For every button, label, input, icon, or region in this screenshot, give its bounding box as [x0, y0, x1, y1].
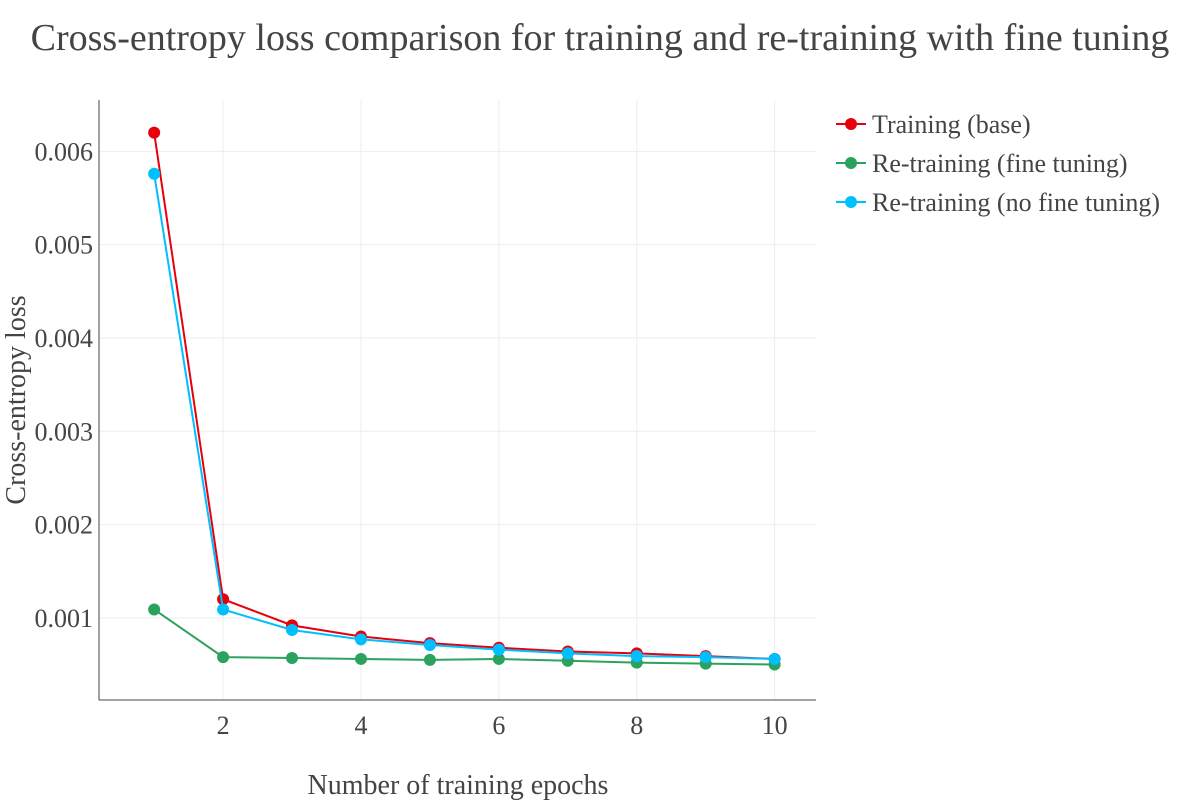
x-tick-label: 8	[630, 711, 643, 740]
legend-swatch-marker	[845, 157, 857, 169]
series-group	[148, 126, 781, 671]
data-point	[768, 652, 781, 665]
x-tick-label: 6	[492, 711, 505, 740]
legend: Training (base) Re-training (fine tuning)…	[836, 110, 1160, 217]
chart-title: Cross-entropy loss comparison for traini…	[31, 17, 1170, 59]
legend-label: Training (base)	[872, 110, 1031, 139]
data-point	[354, 633, 367, 646]
series-line	[153, 173, 775, 660]
data-point	[148, 126, 161, 139]
y-tick-label: 0.006	[35, 137, 94, 166]
x-tick-label: 4	[354, 711, 367, 740]
data-point	[630, 650, 643, 663]
series-line	[153, 608, 775, 666]
data-point	[148, 603, 161, 616]
data-point	[217, 651, 230, 664]
data-point	[354, 652, 367, 665]
legend-item[interactable]: Re-training (no fine tuning)	[836, 188, 1160, 217]
legend-label: Re-training (fine tuning)	[872, 149, 1128, 178]
data-point	[699, 651, 712, 664]
legend-label: Re-training (no fine tuning)	[872, 188, 1160, 217]
y-tick-label: 0.005	[35, 231, 94, 260]
x-tick-label: 10	[762, 711, 788, 740]
data-point	[286, 624, 299, 637]
legend-item[interactable]: Training (base)	[836, 110, 1031, 139]
gridlines	[99, 100, 816, 700]
axes	[98, 100, 816, 701]
data-point	[286, 652, 299, 665]
x-tick-label: 2	[217, 711, 230, 740]
y-tick-label: 0.002	[35, 511, 94, 540]
data-point	[492, 643, 505, 656]
data-point	[423, 653, 436, 666]
y-tick-label: 0.003	[35, 417, 94, 446]
series-line	[153, 132, 775, 660]
data-point	[561, 647, 574, 660]
data-point	[492, 652, 505, 665]
data-point	[148, 167, 161, 180]
y-tick-labels: 0.001 0.002 0.003 0.004 0.005 0.006	[35, 137, 94, 633]
y-tick-label: 0.001	[35, 604, 94, 633]
series	[148, 126, 781, 665]
legend-item[interactable]: Re-training (fine tuning)	[836, 149, 1128, 178]
legend-swatch-marker	[845, 118, 857, 130]
data-point	[423, 638, 436, 651]
series	[148, 167, 781, 665]
y-axis-title: Cross-entropy loss	[1, 295, 32, 504]
x-axis-title: Number of training epochs	[308, 770, 609, 800]
x-tick-labels: 2 4 6 8 10	[217, 711, 788, 740]
y-tick-label: 0.004	[35, 324, 94, 353]
data-point	[217, 603, 230, 616]
series	[148, 603, 781, 671]
legend-swatch-marker	[845, 196, 857, 208]
